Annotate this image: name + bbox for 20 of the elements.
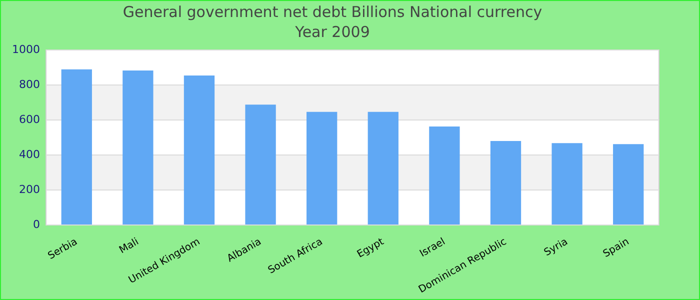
chart-title: General government net debt Billions National currency	[122, 2, 542, 21]
bar	[61, 69, 92, 224]
y-tick-label: 800	[18, 78, 40, 91]
bar	[306, 112, 338, 224]
bar	[552, 143, 582, 224]
bar	[184, 76, 215, 224]
chart-subtitle: Year 2009	[294, 22, 370, 41]
x-tick-label: Syria	[542, 236, 570, 259]
x-tick-label: Mali	[118, 236, 141, 256]
bar	[122, 70, 154, 224]
bar	[613, 144, 644, 224]
bar	[429, 126, 460, 224]
bar	[490, 140, 522, 224]
y-tick-label: 600	[18, 112, 40, 126]
y-tick-label: 1000	[12, 42, 40, 56]
y-tick-label: 200	[18, 182, 40, 196]
bar	[245, 104, 276, 224]
bar	[368, 112, 398, 224]
y-tick-label: 0	[32, 218, 40, 231]
y-tick-label: 400	[18, 148, 40, 161]
